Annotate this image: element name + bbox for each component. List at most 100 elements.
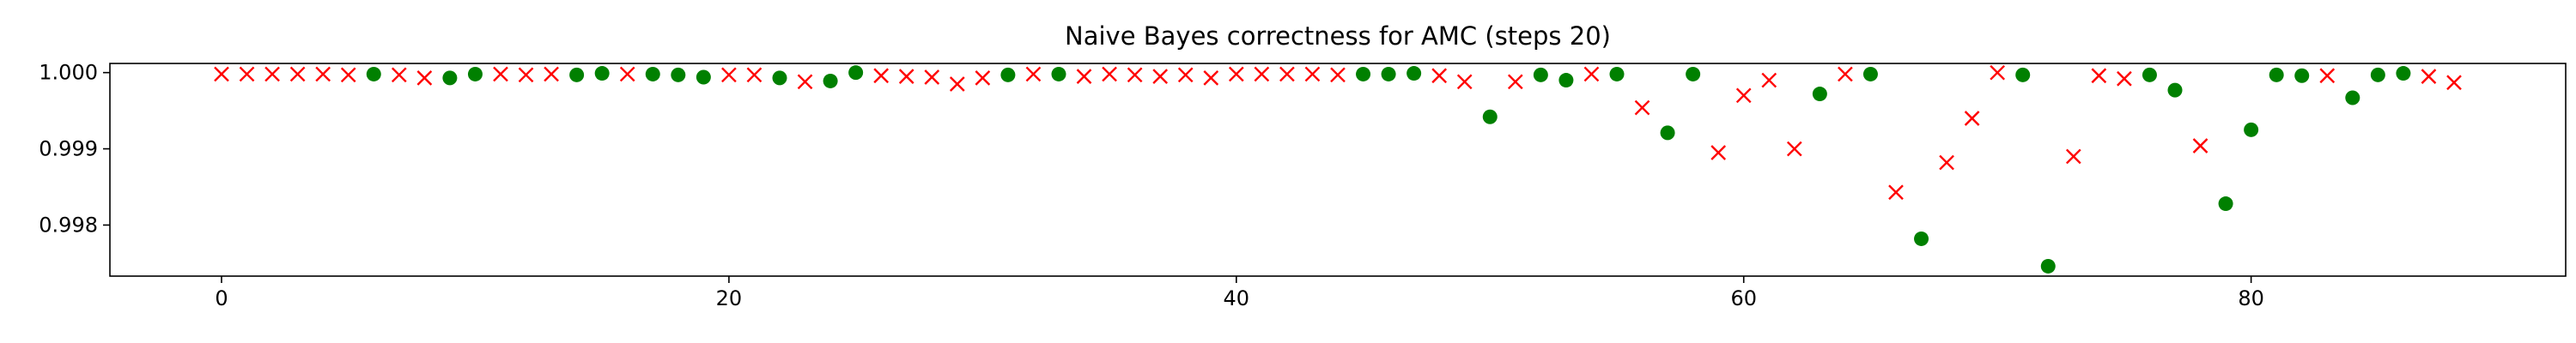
y-tick-label: 0.999	[39, 137, 98, 161]
cross-point	[518, 67, 534, 83]
cross-point	[1735, 87, 1752, 104]
circle-point	[671, 67, 686, 82]
cross-point	[1102, 66, 1117, 82]
cross-point	[1254, 66, 1270, 82]
cross-point	[873, 68, 890, 84]
circle-point	[1381, 66, 1396, 81]
circle-point	[1609, 66, 1625, 81]
y-axis: 0.998 0.999 1.000	[39, 61, 110, 237]
circle-point	[2015, 67, 2031, 82]
cross-point	[721, 67, 737, 83]
cross-point	[949, 76, 965, 92]
circle-point	[1660, 125, 1675, 141]
cross-point	[289, 66, 306, 82]
circle-point	[467, 66, 483, 81]
x-tick-label: 80	[2238, 286, 2264, 310]
cross-point	[214, 66, 229, 82]
circle-point	[2370, 67, 2385, 82]
cross-point	[619, 66, 635, 82]
cross-point	[1203, 70, 1219, 86]
circle-point	[2040, 258, 2056, 274]
cross-point	[1990, 64, 2006, 81]
circle-point	[848, 65, 864, 81]
cross-point	[391, 67, 407, 83]
cross-point	[2192, 138, 2208, 153]
circle-point	[1356, 66, 1371, 81]
cross-point	[493, 66, 508, 82]
x-axis: 0 20 40 60 80	[215, 276, 2264, 310]
circle-point	[1686, 66, 1701, 81]
x-tick-label: 60	[1730, 286, 1757, 310]
y-tick-label: 0.998	[39, 213, 98, 237]
circle-point	[1812, 87, 1827, 102]
cross-point	[2446, 75, 2462, 91]
circle-point	[1000, 67, 1016, 82]
circle-point	[594, 66, 610, 81]
cross-point	[239, 66, 255, 82]
cross-point	[1456, 74, 1473, 90]
circle-point	[1914, 231, 1929, 246]
circle-point	[2218, 196, 2233, 212]
cross-point	[1964, 111, 1980, 126]
cross-point	[975, 70, 991, 86]
cross-point	[1431, 68, 1448, 84]
circle-point	[1482, 109, 1498, 124]
cross-point	[416, 70, 433, 86]
chart-title: Naive Bayes correctness for AMC (steps 2…	[1065, 21, 1611, 51]
cross-point	[340, 67, 356, 83]
cross-point	[797, 74, 813, 90]
x-tick-label: 0	[215, 286, 228, 310]
cross-point	[315, 66, 331, 82]
circle-point	[1533, 67, 1548, 82]
circle-point	[442, 70, 458, 86]
cross-point	[1152, 69, 1169, 84]
circle-point	[645, 66, 660, 81]
cross-point	[746, 67, 762, 83]
cross-point	[1025, 66, 1042, 82]
circle-point	[2142, 67, 2157, 82]
circle-point	[2294, 68, 2310, 83]
x-tick-label: 40	[1224, 286, 1250, 310]
circle-point	[696, 69, 711, 85]
circle-point	[2345, 90, 2360, 105]
cross-point	[1939, 154, 1954, 171]
cross-point	[1838, 66, 1853, 82]
cross-point	[2065, 148, 2081, 165]
circle-point	[772, 70, 787, 86]
cross-point	[2319, 68, 2336, 84]
cross-point	[1127, 67, 1143, 83]
circle-point	[1558, 73, 1574, 88]
cross-point	[2421, 69, 2437, 84]
cross-point	[1076, 69, 1092, 84]
cross-point	[1330, 67, 1346, 83]
cross-point	[264, 66, 280, 82]
circle-point	[366, 66, 381, 81]
cross-point	[898, 69, 914, 84]
circle-point	[1051, 66, 1066, 81]
cross-point	[2091, 68, 2107, 84]
cross-point	[924, 69, 940, 85]
cross-point	[2117, 70, 2132, 87]
cross-point	[1279, 66, 1295, 82]
cross-point	[1888, 184, 1904, 201]
cross-point	[1177, 67, 1194, 83]
cross-point	[1228, 66, 1244, 82]
circle-point	[2244, 122, 2259, 137]
cross-point	[1786, 141, 1802, 157]
circle-point	[2167, 82, 2183, 98]
circle-point	[569, 67, 585, 82]
x-tick-label: 20	[716, 286, 743, 310]
circle-point	[2269, 67, 2284, 82]
cross-point	[544, 66, 559, 82]
cross-point	[1710, 145, 1727, 160]
plot-frame	[109, 63, 2567, 277]
cross-point	[1583, 66, 1600, 82]
cross-point	[1304, 66, 1321, 82]
data-points	[214, 64, 2462, 274]
y-tick-label: 1.000	[39, 61, 98, 85]
circle-point	[1862, 66, 1878, 81]
cross-point	[1761, 72, 1777, 88]
circle-point	[2396, 66, 2411, 81]
circle-point	[1406, 66, 1422, 81]
